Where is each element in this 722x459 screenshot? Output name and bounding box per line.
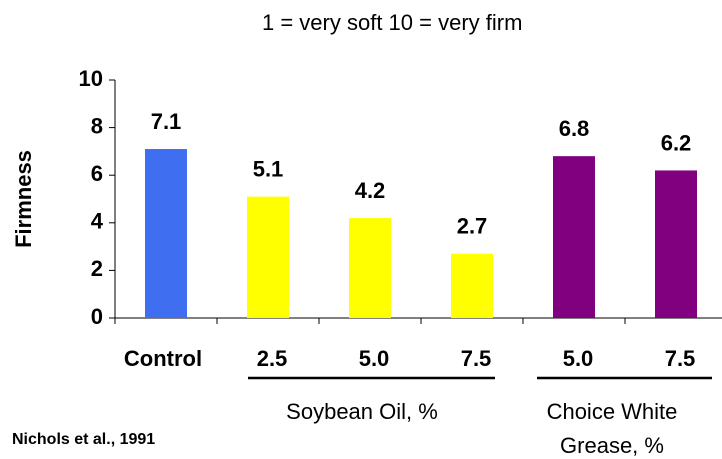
x-tick-label: 7.5	[665, 346, 696, 371]
bar	[655, 170, 697, 318]
bar	[553, 156, 595, 318]
bar	[349, 218, 391, 318]
y-tick-label: 2	[91, 256, 103, 281]
bar	[247, 196, 289, 318]
y-tick-label: 8	[91, 113, 103, 138]
value-label: 4.2	[355, 178, 386, 203]
value-label: 7.1	[151, 109, 182, 134]
value-label: 6.2	[661, 130, 692, 155]
bar	[145, 149, 187, 318]
value-label: 2.7	[457, 214, 488, 239]
x-tick-label: 2.5	[257, 346, 288, 371]
chart-subtitle: 1 = very soft 10 = very firm	[262, 10, 522, 35]
group-label: Soybean Oil, %	[286, 399, 438, 424]
x-tick-label: 7.5	[461, 346, 492, 371]
x-tick-label: 5.0	[359, 346, 390, 371]
bar	[451, 253, 493, 318]
y-tick-label: 6	[91, 161, 103, 186]
value-label: 6.8	[559, 116, 590, 141]
y-axis-label: Firmness	[11, 150, 36, 248]
y-tick-label: 0	[91, 304, 103, 329]
value-label: 5.1	[253, 156, 284, 181]
x-tick-label: Control	[124, 346, 202, 371]
y-tick-label: 10	[79, 66, 103, 91]
x-tick-label: 5.0	[563, 346, 594, 371]
group-label: Grease, %	[560, 433, 664, 458]
group-label: Choice White	[547, 399, 678, 424]
y-tick-label: 4	[91, 209, 104, 234]
source-note: Nichols et al., 1991	[12, 431, 155, 448]
